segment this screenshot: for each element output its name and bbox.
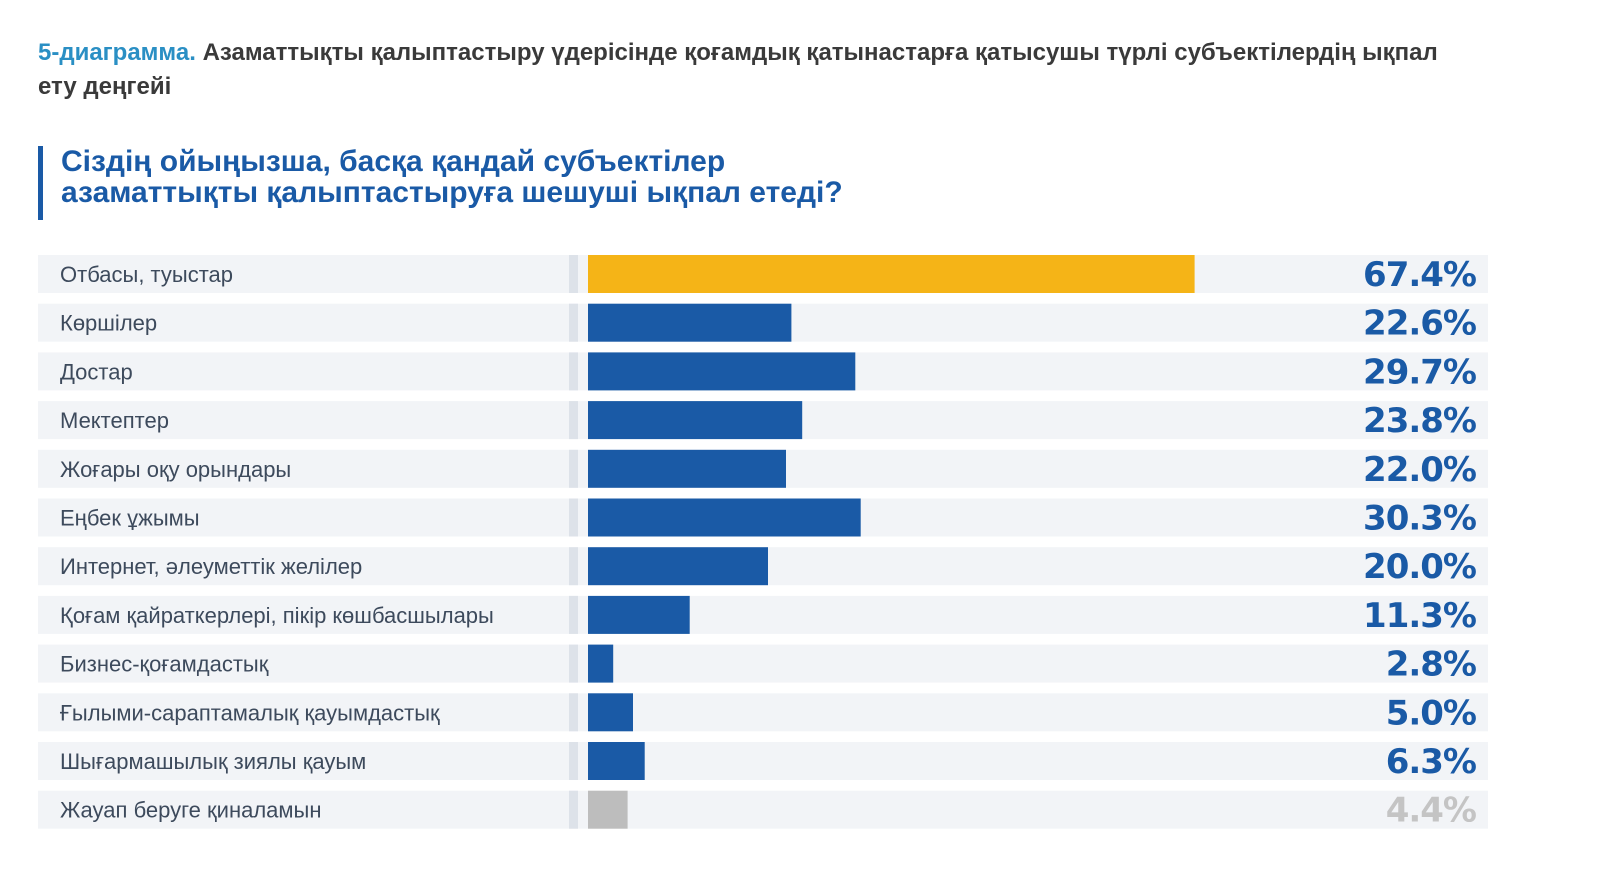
chart-row: Бизнес-қоғамдастық 2.8% xyxy=(38,644,1488,685)
row-divider xyxy=(569,547,578,586)
value-label: 67.4% xyxy=(1363,255,1476,295)
row-background xyxy=(38,790,1488,829)
row-divider xyxy=(569,401,578,440)
value-label: 6.3% xyxy=(1386,742,1476,782)
value-label: 23.8% xyxy=(1363,401,1476,441)
row-background xyxy=(38,644,1488,683)
chart-row: Интернет, әлеуметтік желілер 20.0% xyxy=(38,547,1488,587)
category-label: Жауап беруге қиналамын xyxy=(60,798,322,823)
row-divider xyxy=(569,255,578,293)
row-divider xyxy=(569,742,578,780)
row-divider xyxy=(569,449,578,488)
bar xyxy=(588,449,786,488)
value-label: 29.7% xyxy=(1363,352,1476,392)
bar xyxy=(588,693,633,732)
bar xyxy=(588,595,690,634)
question-line-1: Сіздің ойыңызша, басқа қандай субъектіле… xyxy=(61,145,726,178)
caption-text: Азаматтықты қалыптастыру үдерісінде қоға… xyxy=(38,39,1438,100)
category-label: Интернет, әлеуметтік желілер xyxy=(60,554,362,579)
category-label: Көршілер xyxy=(60,311,157,336)
value-label: 11.3% xyxy=(1363,596,1476,636)
row-divider xyxy=(569,644,578,683)
bar xyxy=(588,255,1195,293)
row-background xyxy=(38,742,1488,780)
category-label: Отбасы, туыстар xyxy=(60,262,233,287)
chart-row: Жоғары оқу орындары 22.0% xyxy=(38,449,1488,490)
value-label: 4.4% xyxy=(1386,791,1476,831)
bar xyxy=(588,498,861,537)
category-label: Достар xyxy=(60,359,133,384)
value-label: 20.0% xyxy=(1363,547,1476,587)
row-divider xyxy=(569,693,578,732)
row-divider xyxy=(569,790,578,829)
row-divider xyxy=(569,595,578,634)
chart-row: Шығармашылық зиялы қауым 6.3% xyxy=(38,742,1488,782)
row-background xyxy=(38,693,1488,732)
category-label: Бизнес-қоғамдастық xyxy=(60,652,269,677)
chart-row: Қоғам қайраткерлері, пікір көшбасшылары 1… xyxy=(38,595,1488,636)
category-label: Еңбек ұжымы xyxy=(60,506,200,531)
bar xyxy=(588,352,856,391)
row-divider xyxy=(569,303,578,342)
bar xyxy=(588,401,803,440)
chart-row: Мектептер 23.8% xyxy=(38,401,1488,441)
question-line-2: азаматтықты қалыптастыруға шешуші ықпал … xyxy=(61,176,843,209)
chart-row: Достар 29.7% xyxy=(38,352,1488,392)
row-divider xyxy=(569,498,578,537)
chart-row: Отбасы, туыстар 67.4% xyxy=(38,255,1488,295)
bar xyxy=(588,644,614,683)
value-label: 30.3% xyxy=(1363,499,1476,539)
bar xyxy=(588,790,628,829)
value-label: 22.6% xyxy=(1363,304,1476,344)
bar xyxy=(588,303,792,342)
bar xyxy=(588,742,645,780)
value-label: 2.8% xyxy=(1386,645,1476,685)
survey-question: Сіздің ойыңызша, басқа қандай субъектіле… xyxy=(38,146,1038,220)
chart-caption: 5-диаграмма. Азаматтықты қалыптастыру үд… xyxy=(38,36,1478,104)
row-divider xyxy=(569,352,578,391)
category-label: Жоғары оқу орындары xyxy=(60,457,291,482)
category-label: Қоғам қайраткерлері, пікір көшбасшылары xyxy=(60,603,494,628)
bar xyxy=(588,547,768,586)
chart-row: Көршілер 22.6% xyxy=(38,303,1488,344)
category-label: Ғылыми-сараптамалық қауымдастық xyxy=(59,700,440,725)
category-label: Шығармашылық зиялы қауым xyxy=(60,749,366,774)
category-label: Мектептер xyxy=(60,408,169,433)
caption-number: 5-диаграмма. xyxy=(38,39,196,66)
value-label: 5.0% xyxy=(1386,693,1476,733)
chart-row: Еңбек ұжымы 30.3% xyxy=(38,498,1488,539)
value-label: 22.0% xyxy=(1363,450,1476,490)
chart-row: Жауап беруге қиналамын 4.4% xyxy=(38,790,1488,831)
chart-row: Ғылыми-сараптамалық қауымдастық 5.0% xyxy=(38,693,1488,733)
row-background xyxy=(38,595,1488,634)
